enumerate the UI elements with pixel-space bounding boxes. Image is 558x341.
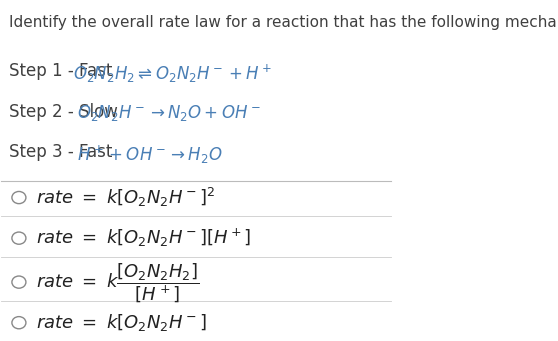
Text: $H^+ + OH^- \rightarrow H_2O$: $H^+ + OH^- \rightarrow H_2O$ bbox=[78, 144, 223, 166]
Text: $O_2N_2H^- \rightarrow N_2O + OH^-$: $O_2N_2H^- \rightarrow N_2O + OH^-$ bbox=[78, 103, 261, 123]
Text: Step 3 - Fast: Step 3 - Fast bbox=[9, 144, 118, 161]
Text: $\mathit{rate}\ =\ k[O_2N_2H^-][H^+]$: $\mathit{rate}\ =\ k[O_2N_2H^-][H^+]$ bbox=[36, 227, 252, 249]
Text: $\mathit{rate}\ =\ k[O_2N_2H^-]^2$: $\mathit{rate}\ =\ k[O_2N_2H^-]^2$ bbox=[36, 186, 215, 209]
Text: $\mathit{rate}\ =\ k\dfrac{[O_2N_2H_2]}{[H^+]}$: $\mathit{rate}\ =\ k\dfrac{[O_2N_2H_2]}{… bbox=[36, 261, 200, 303]
Text: Identify the overall rate law for a reaction that has the following mechanism:: Identify the overall rate law for a reac… bbox=[9, 15, 558, 30]
Text: Step 1 - Fast: Step 1 - Fast bbox=[9, 62, 118, 80]
Text: $O_2N_2H_2 \rightleftharpoons O_2N_2H^- + H^+$: $O_2N_2H_2 \rightleftharpoons O_2N_2H^- … bbox=[74, 62, 272, 85]
Text: Step 2 - Slow: Step 2 - Slow bbox=[9, 103, 123, 121]
Text: $\mathit{rate}\ =\ k[O_2N_2H^-]$: $\mathit{rate}\ =\ k[O_2N_2H^-]$ bbox=[36, 312, 207, 333]
